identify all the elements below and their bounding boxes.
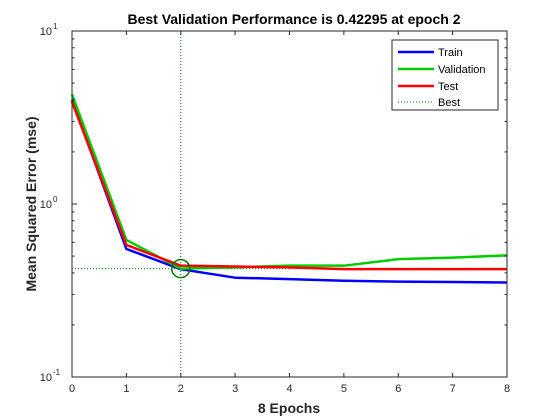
x-tick-label: 6 [395,383,401,395]
y-tick-exponent: 1 [53,22,58,31]
x-tick-label: 1 [123,383,129,395]
legend-test-label: Test [438,81,458,93]
y-tick-label: 10 [40,26,52,38]
x-tick-label: 5 [341,383,347,395]
best-point-marker [171,258,191,279]
legend-validation-label: Validation [438,64,486,76]
x-tick-label: 4 [286,383,292,395]
series-line-test [70,101,507,271]
legend-best-label: Best [438,97,460,109]
x-tick-label: 2 [178,383,184,395]
y-tick-exponent: 0 [53,195,58,204]
x-axis-ticks: 0 1 2 3 4 5 6 7 8 [69,31,510,395]
x-tick-label: 7 [450,383,456,395]
best-markers [72,31,507,377]
x-axis-label: 8 Epochs [258,400,320,416]
x-tick-label: 0 [69,383,75,395]
chart-title: Best Validation Performance is 0.42295 a… [127,11,460,27]
y-tick-exponent: -1 [53,368,61,377]
series-line-validation [70,93,508,270]
legend-train-label: Train [438,47,463,59]
series-line-train [70,99,508,284]
series-lines [70,93,508,284]
y-tick-label: 10 [40,199,52,211]
y-tick-label: 10 [40,372,52,384]
legend: Train Validation Test Best [391,39,499,111]
y-axis-label: Mean Squared Error (mse) [23,116,39,291]
x-tick-label: 8 [504,383,510,395]
x-tick-label: 3 [232,383,238,395]
